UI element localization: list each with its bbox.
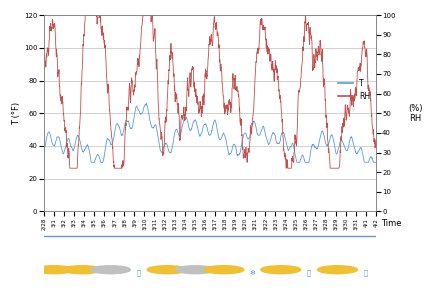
Text: ❄: ❄ [250, 270, 255, 276]
T [144, 102, 149, 105]
RH [125, 107, 130, 110]
Circle shape [62, 266, 102, 274]
Text: Time: Time [382, 219, 402, 228]
Circle shape [34, 266, 73, 274]
Legend: T, RH: T, RH [336, 77, 372, 102]
Text: 💧: 💧 [307, 270, 311, 276]
Circle shape [261, 266, 301, 274]
RH [67, 166, 73, 170]
RH [373, 138, 378, 142]
T [96, 154, 101, 157]
Circle shape [147, 266, 187, 274]
T [220, 133, 225, 137]
RH [301, 49, 306, 52]
Text: 💧: 💧 [137, 270, 141, 276]
Circle shape [318, 266, 357, 274]
Line: RH: RH [44, 15, 376, 168]
RH [83, 13, 88, 17]
T [301, 154, 306, 157]
T [115, 122, 120, 126]
RH [50, 21, 55, 24]
T [125, 120, 130, 123]
Circle shape [204, 266, 244, 274]
Y-axis label: T (°F): T (°F) [12, 102, 21, 125]
T [50, 143, 55, 146]
Line: T: T [44, 104, 376, 162]
Circle shape [176, 266, 215, 274]
T [373, 161, 378, 164]
Y-axis label: (%)
RH: (%) RH [408, 104, 422, 123]
RH [96, 13, 101, 17]
T [41, 148, 46, 152]
RH [220, 87, 225, 90]
Circle shape [90, 266, 130, 274]
RH [115, 166, 121, 170]
Text: 💧: 💧 [364, 270, 368, 276]
T [89, 161, 94, 164]
RH [41, 54, 46, 58]
